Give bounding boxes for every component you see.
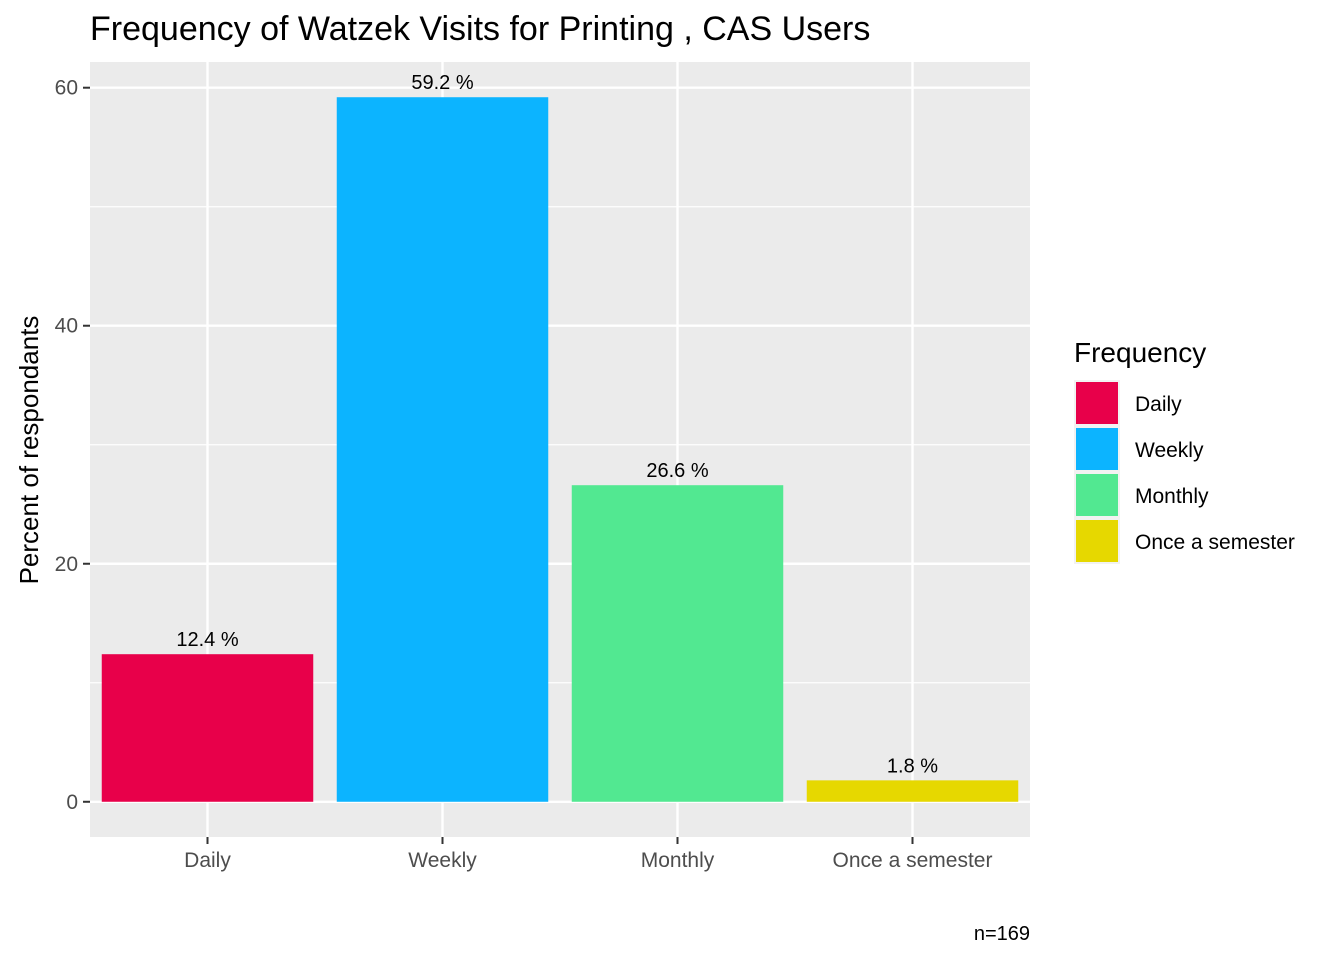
bar-daily — [101, 654, 314, 802]
x-tick-label: Weekly — [408, 849, 477, 872]
legend-title: Frequency — [1074, 337, 1206, 368]
bar-value-label: 1.8 % — [887, 755, 938, 777]
chart-title: Frequency of Watzek Visits for Printing … — [90, 10, 870, 48]
legend-label: Daily — [1135, 393, 1182, 416]
bars — [101, 97, 1019, 802]
legend-swatch — [1076, 428, 1118, 470]
x-tick-label: Daily — [184, 849, 231, 872]
y-tick-label: 0 — [66, 791, 78, 814]
x-axis: Daily Weekly Monthly Once a semester — [184, 837, 992, 872]
legend-swatch — [1076, 520, 1118, 562]
y-tick-label: 60 — [55, 77, 78, 100]
x-tick-label: Monthly — [641, 849, 715, 872]
legend-swatch — [1076, 474, 1118, 516]
bar-labels: 12.4 % 59.2 % 26.6 % 1.8 % — [176, 72, 938, 777]
bar-once-a-semester — [806, 780, 1019, 802]
y-tick-label: 40 — [55, 315, 78, 338]
legend: Frequency Daily Weekly Monthly Once a semes… — [1074, 337, 1295, 564]
x-tick-label: Once a semester — [833, 849, 993, 872]
y-axis: 0 20 40 60 — [55, 77, 90, 814]
bar-value-label: 26.6 % — [646, 460, 708, 482]
legend-label: Once a semester — [1135, 531, 1295, 554]
bar-monthly — [571, 485, 784, 802]
caption: n=169 — [974, 923, 1030, 945]
bar-weekly — [336, 97, 549, 802]
bar-value-label: 12.4 % — [176, 629, 238, 651]
bar-value-label: 59.2 % — [411, 72, 473, 94]
y-tick-label: 20 — [55, 553, 78, 576]
legend-swatch — [1076, 382, 1118, 424]
y-axis-title: Percent of respondants — [14, 316, 44, 585]
legend-label: Weekly — [1135, 439, 1204, 462]
legend-label: Monthly — [1135, 485, 1209, 508]
